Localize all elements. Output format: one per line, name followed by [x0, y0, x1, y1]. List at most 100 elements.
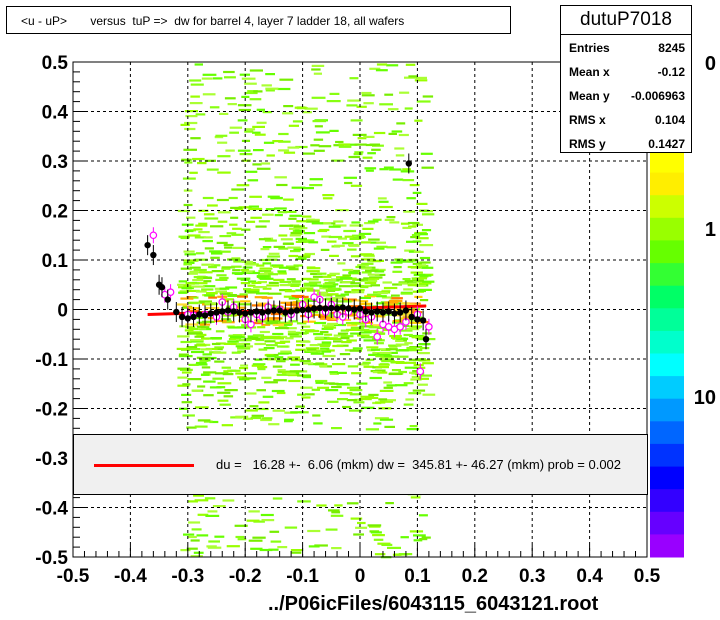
- density-cell: [398, 329, 413, 332]
- density-cell: [183, 259, 198, 262]
- y-tick-label: -0.1: [35, 350, 68, 371]
- density-cell: [356, 105, 367, 108]
- density-cell: [410, 259, 419, 262]
- density-cell: [264, 271, 274, 274]
- palette-cell: [650, 421, 684, 445]
- density-cell: [276, 391, 286, 395]
- density-cell: [237, 119, 248, 122]
- density-cell: [183, 250, 195, 253]
- palette-cell: [650, 172, 684, 196]
- density-cell: [189, 102, 203, 105]
- density-cell: [298, 239, 308, 242]
- density-cell: [277, 87, 291, 91]
- density-cell: [269, 530, 280, 533]
- density-cell: [278, 234, 288, 237]
- profile-point-filled: [190, 313, 197, 321]
- density-cell: [354, 143, 367, 146]
- density-cell: [215, 134, 228, 137]
- density-cell: [417, 352, 430, 355]
- density-cell: [403, 210, 415, 213]
- profile-point-filled: [184, 315, 191, 322]
- density-cell: [249, 322, 263, 325]
- density-cell: [197, 419, 211, 422]
- density-cell: [271, 264, 283, 267]
- density-cell: [328, 235, 343, 239]
- density-cell: [407, 221, 420, 225]
- density-cell: [301, 277, 312, 280]
- density-cell: [403, 382, 414, 385]
- density-cell: [207, 317, 218, 320]
- density-cell: [274, 207, 287, 210]
- density-cell: [321, 235, 332, 238]
- density-cell: [384, 218, 395, 221]
- density-cell: [195, 224, 208, 227]
- density-cell: [418, 288, 432, 291]
- density-cell: [196, 356, 211, 359]
- density-cell: [249, 98, 262, 101]
- density-cell: [334, 504, 343, 507]
- density-cell: [241, 95, 250, 98]
- density-cell: [250, 547, 263, 550]
- density-cell: [381, 289, 391, 292]
- density-cell: [419, 244, 434, 247]
- density-cell: [291, 280, 302, 283]
- density-cell: [295, 405, 305, 408]
- density-cell: [185, 282, 195, 285]
- density-cell: [251, 414, 264, 417]
- density-cell: [360, 300, 369, 303]
- density-cell: [314, 544, 328, 547]
- density-cell: [290, 549, 303, 552]
- density-cell: [189, 339, 204, 342]
- density-cell: [422, 95, 434, 98]
- density-cell: [377, 371, 388, 374]
- density-cell: [394, 147, 405, 150]
- density-cell: [201, 337, 210, 340]
- palette-cell: [650, 443, 684, 467]
- density-cell: [314, 293, 328, 296]
- density-cell: [178, 291, 187, 294]
- density-cell: [262, 262, 272, 265]
- density-cell: [385, 399, 396, 402]
- y-tick-label: -0.3: [35, 449, 68, 470]
- density-cell: [324, 333, 333, 336]
- density-cell: [195, 252, 205, 255]
- density-cell: [339, 285, 353, 288]
- density-cell: [273, 379, 287, 382]
- density-cell: [333, 340, 343, 343]
- density-cell: [261, 323, 271, 326]
- density-cell: [217, 391, 231, 394]
- density-cell: [220, 250, 231, 253]
- density-cell: [212, 505, 226, 508]
- density-cell: [287, 330, 296, 333]
- density-cell: [211, 342, 221, 346]
- density-cell: [258, 275, 267, 278]
- density-cell: [391, 294, 400, 297]
- density-cell: [240, 300, 251, 303]
- density-cell: [314, 336, 324, 339]
- density-cell: [351, 372, 362, 375]
- density-cell: [309, 184, 323, 187]
- density-cell: [305, 347, 320, 350]
- density-cell: [204, 302, 217, 305]
- density-cell: [348, 271, 359, 274]
- density-cell: [336, 371, 347, 374]
- stats-label: Entries: [569, 41, 610, 55]
- density-cell: [320, 248, 330, 251]
- density-cell: [192, 157, 205, 161]
- density-cell: [331, 547, 342, 550]
- density-cell: [207, 546, 222, 549]
- density-cell: [392, 270, 403, 273]
- density-cell: [335, 294, 346, 297]
- density-cell: [413, 534, 426, 537]
- density-cell: [322, 197, 333, 200]
- density-cell: [367, 280, 378, 283]
- density-cell: [265, 89, 275, 92]
- density-cell: [184, 127, 196, 131]
- density-cell: [311, 313, 324, 316]
- density-cell: [344, 235, 354, 238]
- density-cell: [404, 366, 418, 369]
- density-cell: [364, 295, 376, 298]
- density-cell: [188, 302, 199, 305]
- density-cell: [193, 228, 203, 231]
- profile-point-filled: [207, 310, 214, 317]
